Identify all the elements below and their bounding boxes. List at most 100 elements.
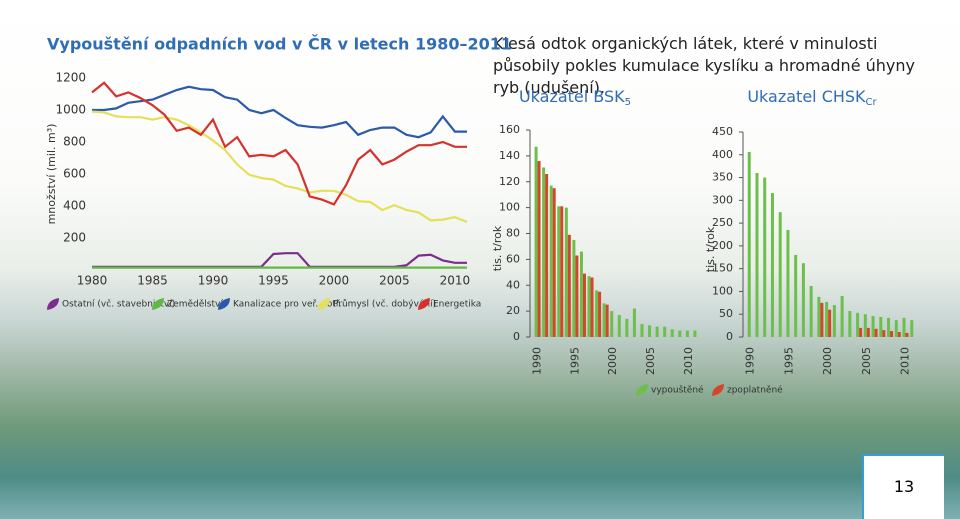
bar	[910, 320, 914, 337]
y-tick-label: 50	[719, 307, 733, 320]
y-tick-label: 60	[506, 252, 520, 265]
line-series	[92, 252, 467, 268]
y-tick-label: 40	[506, 278, 520, 291]
legend-label: vypouštěné	[651, 385, 704, 396]
page-number: 13	[862, 454, 944, 519]
y-tick-label: 600	[63, 167, 86, 181]
bar	[866, 327, 870, 337]
x-tick-label: 1990	[198, 274, 229, 288]
bar	[887, 317, 891, 337]
y-tick-label: 400	[712, 148, 733, 161]
x-tick-label: 1985	[137, 274, 168, 288]
y-tick-label: 800	[63, 135, 86, 149]
y-tick-label: 1200	[55, 71, 86, 85]
title-main: Ukazatel BSK	[519, 87, 625, 106]
bar	[890, 331, 894, 337]
bar	[747, 152, 751, 337]
y-tick-label: 0	[726, 330, 733, 343]
bar	[882, 330, 886, 337]
x-tick-label: 2005	[379, 274, 410, 288]
bar	[595, 290, 599, 337]
x-tick-label: 1990	[531, 347, 544, 375]
line-series	[91, 81, 467, 206]
chart-title: Vypouštění odpadních vod v ČR v letech 1…	[47, 35, 512, 54]
bar	[602, 303, 606, 337]
bar	[560, 206, 564, 337]
bar	[572, 239, 576, 337]
bar	[786, 229, 790, 337]
bar	[610, 311, 614, 337]
x-tick-label: 2000	[319, 274, 350, 288]
bar	[587, 276, 591, 337]
y-tick-label: 160	[499, 123, 520, 136]
bar	[778, 212, 782, 337]
bar	[871, 316, 875, 337]
bar	[648, 325, 652, 337]
bar	[557, 206, 561, 337]
y-tick-label: 150	[712, 262, 733, 275]
bar	[579, 251, 583, 337]
x-tick-label: 1990	[744, 347, 757, 375]
x-tick-label: 2000	[821, 347, 834, 375]
bar	[794, 255, 798, 337]
bar	[590, 277, 594, 337]
legend-icon	[218, 298, 230, 310]
bar	[905, 332, 909, 337]
bar	[894, 320, 898, 337]
bar	[542, 167, 546, 337]
paragraph: Klesá odtok organických látek, které v m…	[493, 34, 915, 97]
bar	[874, 328, 878, 337]
bar	[564, 207, 568, 337]
title-subscript: Cr	[866, 97, 878, 108]
x-tick-label: 2005	[860, 347, 873, 375]
legend-label: Ostatní (vč. stavebnictví)	[62, 299, 175, 310]
legend-label: zpoplatněné	[727, 385, 783, 396]
x-tick-label: 1995	[782, 347, 795, 375]
legend-label: Zemědělství	[167, 300, 223, 310]
legend-icon	[636, 384, 648, 396]
x-tick-label: 2010	[440, 274, 471, 288]
y-tick-label: 200	[63, 231, 86, 245]
y-tick-label: 400	[63, 199, 86, 213]
y-axis-label: množství (mil. m³)	[45, 124, 58, 225]
x-tick-label: 1995	[568, 347, 581, 375]
bar	[848, 311, 852, 337]
bar	[678, 330, 682, 337]
y-tick-label: 120	[499, 175, 520, 188]
y-tick-label: 350	[712, 171, 733, 184]
line-series	[91, 110, 468, 224]
bar	[663, 326, 667, 337]
y-tick-label: 20	[506, 304, 520, 317]
bar	[770, 193, 774, 337]
x-tick-label: 2000	[606, 347, 619, 375]
legend-icon	[318, 298, 330, 310]
bar	[640, 324, 644, 337]
x-tick-label: 1995	[258, 274, 289, 288]
bar	[801, 263, 805, 337]
bar	[567, 234, 571, 337]
x-tick-label: 2010	[682, 347, 695, 375]
y-axis-label: tis. t/rok	[491, 225, 504, 271]
bar	[828, 309, 832, 337]
x-tick-label: 2010	[899, 347, 912, 375]
bar	[582, 273, 586, 337]
x-tick-label: 1980	[77, 274, 108, 288]
bar	[534, 146, 538, 337]
bar	[902, 317, 906, 337]
y-tick-label: 100	[499, 201, 520, 214]
bar	[763, 177, 767, 337]
legend-icon	[418, 298, 430, 310]
bar	[617, 315, 621, 337]
y-tick-label: 450	[712, 125, 733, 138]
bar	[685, 330, 689, 337]
y-tick-label: 1000	[55, 103, 86, 117]
bar	[549, 185, 553, 337]
y-tick-label: 250	[712, 216, 733, 229]
bar	[552, 188, 556, 337]
y-tick-label: 200	[712, 239, 733, 252]
y-tick-label: 80	[506, 227, 520, 240]
bar	[693, 330, 697, 337]
legend-label: Kanalizace pro veř. potř.	[233, 300, 342, 310]
